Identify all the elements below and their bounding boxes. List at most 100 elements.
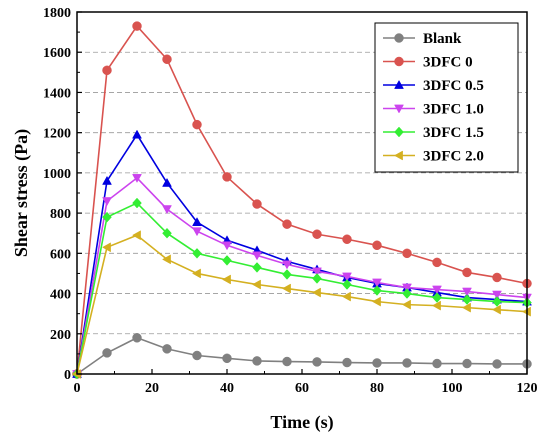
data-point (492, 359, 502, 369)
data-point (162, 344, 172, 354)
grid-lines (77, 51, 527, 335)
y-tick-label: 1400 (43, 86, 71, 101)
legend-marker (394, 126, 404, 138)
data-point (252, 262, 262, 273)
legend-item: 3DFC 0.5 (383, 78, 484, 94)
series-layer (71, 21, 532, 380)
y-tick-label: 1000 (43, 167, 71, 182)
data-point (432, 257, 442, 268)
data-point (192, 119, 202, 130)
data-point (222, 353, 232, 364)
legend-label: 3DFC 1.5 (423, 125, 484, 141)
data-point (281, 283, 291, 294)
legend-label: 3DFC 2.0 (423, 149, 484, 165)
data-point (372, 240, 382, 251)
legend-marker (394, 79, 404, 89)
data-point (432, 358, 442, 369)
series-line (76, 133, 528, 375)
legend-label: 3DFC 0 (423, 55, 473, 71)
data-point (132, 174, 142, 183)
data-point (492, 272, 502, 283)
series-0 (72, 333, 532, 379)
y-tick-label: 1800 (43, 6, 71, 21)
x-tick-label: 60 (295, 381, 309, 396)
series-4 (72, 197, 532, 380)
series-line (76, 336, 527, 375)
series-line (76, 24, 528, 375)
data-point (191, 268, 201, 279)
legend-marker (394, 33, 404, 43)
data-point (461, 302, 471, 313)
data-point (402, 358, 412, 368)
legend: Blank 3DFC 0 3DFC 0.5 3DFC 1.0 3DFC 1.5 3DFC … (374, 22, 519, 173)
data-point (252, 356, 262, 366)
data-point (101, 242, 111, 253)
data-point (222, 172, 232, 182)
x-tick-label: 120 (517, 381, 538, 396)
y-tick-label: 800 (50, 207, 71, 222)
x-tick-label: 0 (74, 381, 81, 396)
data-point (402, 288, 412, 299)
data-point (462, 287, 472, 297)
data-point (491, 304, 501, 315)
series-5 (71, 230, 531, 379)
data-point (372, 358, 382, 368)
data-point (102, 348, 112, 358)
data-point (102, 65, 112, 76)
data-point (252, 199, 262, 209)
data-point (102, 197, 112, 207)
data-point (402, 248, 412, 259)
data-point (132, 21, 142, 31)
legend-marker (394, 56, 404, 67)
data-point (132, 129, 142, 139)
data-point (462, 267, 472, 278)
data-point (222, 255, 232, 266)
data-point (131, 230, 141, 241)
data-point (192, 227, 202, 237)
data-point (252, 251, 262, 261)
y-tick-label: 1600 (43, 46, 71, 61)
legend-box (374, 22, 519, 173)
data-point (432, 292, 442, 303)
data-point (222, 241, 232, 251)
x-axis-title: Time (s) (270, 412, 333, 433)
y-tick-label: 400 (50, 288, 71, 303)
data-point (132, 333, 142, 343)
data-point (251, 279, 261, 290)
data-point (192, 217, 202, 227)
data-point (342, 234, 352, 245)
data-point (462, 294, 472, 305)
x-tick-label: 100 (442, 381, 463, 396)
data-point (492, 296, 502, 307)
data-point (462, 358, 472, 369)
x-tick-label: 40 (220, 381, 234, 396)
data-point (162, 177, 172, 187)
data-point (282, 219, 292, 229)
y-tick-label: 200 (50, 328, 71, 343)
legend-label: 3DFC 1.0 (423, 102, 484, 118)
y-tick-label: 600 (50, 247, 71, 262)
legend-item: 3DFC 2.0 (383, 149, 484, 165)
legend-item: 3DFC 1.5 (383, 125, 484, 141)
x-tick-label: 20 (145, 381, 159, 396)
series-line (76, 202, 528, 375)
data-point (192, 248, 202, 259)
data-point (342, 279, 352, 290)
data-point (342, 357, 352, 368)
x-tick-label: 80 (370, 381, 384, 396)
data-point (162, 205, 172, 215)
data-point (282, 356, 292, 367)
data-point (312, 229, 322, 239)
data-point (401, 299, 411, 310)
data-point (372, 278, 382, 288)
y-tick-label: 0 (64, 368, 71, 383)
legend-marker (393, 150, 403, 161)
data-point (492, 290, 502, 300)
legend-marker (394, 104, 404, 114)
y-axis-ticks: 0 200 400 600 800 1000 1200 1400 1600 1800 (43, 6, 82, 383)
data-point (162, 54, 172, 65)
data-point (282, 269, 292, 280)
data-point (282, 260, 292, 270)
series-line (76, 176, 528, 375)
